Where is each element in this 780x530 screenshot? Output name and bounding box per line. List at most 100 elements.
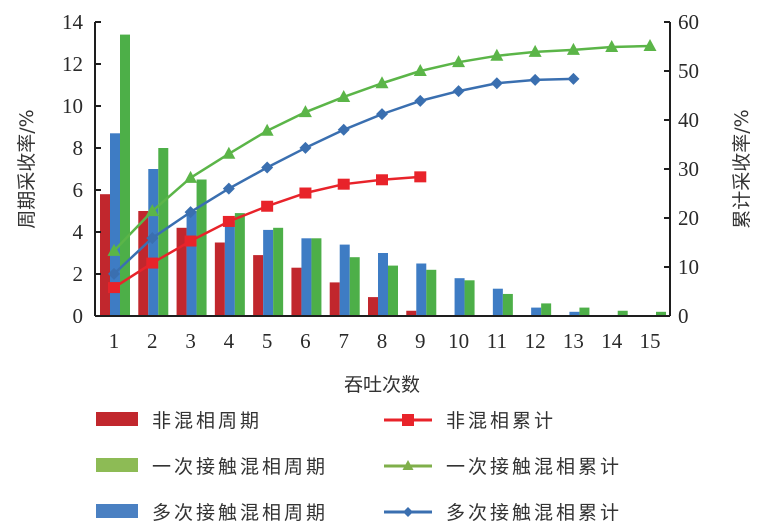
bar xyxy=(416,263,427,316)
square-marker-icon xyxy=(337,178,350,190)
bar xyxy=(656,311,666,316)
triangle-marker-icon xyxy=(222,146,236,159)
x-tick-label: 15 xyxy=(640,329,661,353)
legend-label: 一次接触混相周期 xyxy=(152,455,329,478)
triangle-marker-icon xyxy=(490,48,504,61)
bar xyxy=(464,280,475,316)
bar xyxy=(224,221,235,316)
triangle-marker-icon xyxy=(184,170,198,183)
bar xyxy=(569,311,580,316)
y-tick-label: 12 xyxy=(62,52,83,76)
y-axis-title: 周期采收率/% xyxy=(16,109,38,228)
bar-series-group xyxy=(100,34,666,316)
legend-item-nonmiscible-period: 非混相周期 xyxy=(96,402,262,436)
legend-item-first-contact-period: 一次接触混相周期 xyxy=(96,448,328,482)
x-tick-label: 5 xyxy=(262,329,273,353)
bar xyxy=(388,265,398,316)
bar xyxy=(329,282,340,316)
bar xyxy=(138,211,149,316)
legend-swatch-red-bar xyxy=(96,412,138,426)
square-marker-icon xyxy=(299,187,312,199)
triangle-marker-icon xyxy=(566,42,580,55)
bar xyxy=(291,267,302,316)
diamond-marker-icon xyxy=(222,182,235,195)
diamond-marker-icon xyxy=(108,267,120,280)
x-axis-title: 吞吐次数 xyxy=(344,374,420,396)
diamond-marker-icon xyxy=(529,73,542,86)
x-tick-label: 4 xyxy=(224,329,235,353)
x-tick-label: 2 xyxy=(147,329,158,353)
triangle-marker-icon xyxy=(298,105,312,118)
y-tick-label: 8 xyxy=(73,136,84,160)
diamond-marker-icon xyxy=(337,123,350,136)
triangle-marker-icon xyxy=(375,76,389,89)
bar xyxy=(176,227,187,316)
bar xyxy=(234,213,245,316)
bar xyxy=(301,238,312,316)
diamond-marker-icon xyxy=(452,85,465,98)
triangle-marker-icon xyxy=(643,39,657,52)
triangle-marker-icon xyxy=(413,64,427,76)
bar xyxy=(253,255,264,316)
legend-swatch-green-bar xyxy=(96,458,138,472)
bar xyxy=(100,194,110,316)
x-tick-label: 11 xyxy=(487,329,507,353)
x-tick-label: 9 xyxy=(415,329,426,353)
legend-item-multi-contact-period: 多次接触混相周期 xyxy=(96,494,328,528)
diamond-marker-icon xyxy=(261,161,274,174)
legend-item-nonmiscible-cumulative: 非混相累计 xyxy=(384,402,556,436)
square-marker-icon xyxy=(146,257,159,269)
bar xyxy=(110,133,120,316)
diamond-marker-icon xyxy=(146,232,159,245)
legend-label: 一次接触混相累计 xyxy=(446,455,623,478)
legend-triangle-marker-icon xyxy=(384,458,432,472)
y2-axis-title: 累计采收率/% xyxy=(731,109,753,228)
square-marker-icon xyxy=(414,171,427,183)
square-marker-icon xyxy=(376,174,388,186)
legend-label: 多次接触混相周期 xyxy=(152,501,329,524)
y-tick-label: 2 xyxy=(73,262,84,286)
bar xyxy=(120,34,130,316)
square-marker-icon xyxy=(184,235,197,247)
bar xyxy=(368,297,378,316)
legend-item-first-contact-cumulative: 一次接触混相累计 xyxy=(384,448,622,482)
bar xyxy=(617,310,628,316)
x-tick-label: 14 xyxy=(601,329,623,353)
triangle-marker-icon xyxy=(528,44,542,57)
legend-diamond-marker-icon xyxy=(384,504,432,518)
bar xyxy=(378,253,388,316)
diamond-marker-icon xyxy=(414,94,427,107)
square-marker-icon xyxy=(108,282,120,294)
bar xyxy=(492,288,503,316)
legend-square-marker-icon xyxy=(384,412,432,426)
triangle-marker-icon xyxy=(107,243,121,256)
bar xyxy=(196,179,207,316)
y2-tick-label: 20 xyxy=(678,206,699,230)
bar xyxy=(531,307,542,316)
bar xyxy=(541,303,552,316)
bar xyxy=(349,257,360,316)
y2-tick-label: 0 xyxy=(678,304,689,328)
y2-tick-label: 50 xyxy=(678,59,699,83)
y2-tick-label: 40 xyxy=(678,108,699,132)
bar xyxy=(454,278,465,316)
square-marker-icon xyxy=(261,200,274,212)
bar xyxy=(579,307,590,316)
diamond-marker-icon xyxy=(299,141,312,154)
bar xyxy=(502,293,513,316)
bar xyxy=(339,244,350,316)
diamond-marker-icon xyxy=(184,206,197,219)
legend-label: 非混相累计 xyxy=(446,409,557,432)
line-series-group xyxy=(107,39,657,294)
bar xyxy=(406,310,417,316)
bar xyxy=(214,242,225,316)
y2-tick-label: 60 xyxy=(678,10,699,34)
triangle-marker-icon xyxy=(260,123,274,136)
bar xyxy=(263,229,274,316)
y2-tick-label: 10 xyxy=(678,255,699,279)
legend-label: 多次接触混相累计 xyxy=(446,501,623,524)
y-tick-label: 4 xyxy=(73,220,84,244)
diamond-marker-icon xyxy=(490,77,503,90)
